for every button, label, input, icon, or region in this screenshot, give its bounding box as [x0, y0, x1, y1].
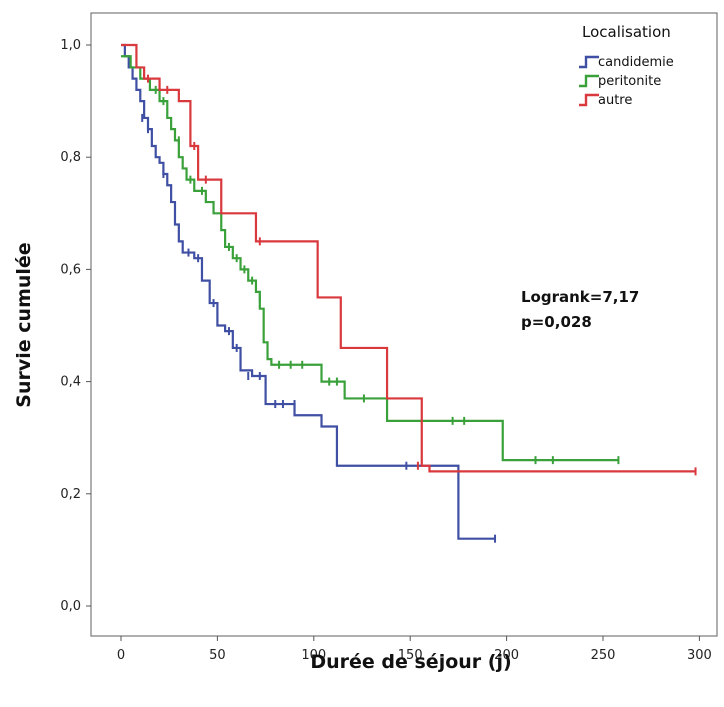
x-tick-label: 150 — [398, 648, 423, 663]
legend-label-peritonite: peritonite — [598, 74, 661, 89]
x-tick-label: 300 — [687, 648, 712, 663]
y-tick-label: 0,8 — [60, 150, 81, 165]
plot-frame — [90, 12, 718, 637]
x-tick-label: 0 — [117, 648, 125, 663]
legend-swatch-autre — [579, 93, 599, 107]
legend-swatch-candidemie — [579, 55, 599, 69]
axis-ticks: 0 50 100 150 200 250 300 0,0 0,2 0,4 0,6 0,8 1,0 — [60, 38, 712, 663]
x-tick-label: 200 — [494, 648, 519, 663]
y-tick-label: 0,4 — [60, 375, 81, 390]
x-tick-label: 100 — [301, 648, 326, 663]
logrank-annotation: Logrank=7,17 p=0,028 — [521, 288, 639, 331]
legend-label-candidemie: candidemie — [598, 55, 674, 70]
y-axis-title: Survie cumulée — [13, 242, 35, 407]
legend-swatch-peritonite — [579, 74, 599, 88]
x-axis-title: Durée de séjour (j) — [310, 651, 511, 673]
curve-autre — [121, 43, 696, 473]
curve-candidemie — [121, 43, 496, 540]
y-tick-label: 0,6 — [60, 262, 81, 277]
survival-curves — [121, 43, 697, 543]
legend-label-autre: autre — [598, 93, 632, 108]
x-tick-label: 50 — [209, 648, 226, 663]
legend-title: Localisation — [582, 23, 671, 41]
y-tick-label: 0,0 — [60, 599, 81, 614]
logrank-stat: Logrank=7,17 — [521, 288, 639, 306]
logrank-pvalue: p=0,028 — [521, 313, 592, 331]
y-tick-label: 1,0 — [60, 38, 81, 53]
y-tick-label: 0,2 — [60, 487, 81, 502]
curve-peritonite — [121, 55, 619, 462]
legend: Localisation candidemie peritonite autre — [579, 23, 674, 108]
x-tick-label: 250 — [591, 648, 616, 663]
